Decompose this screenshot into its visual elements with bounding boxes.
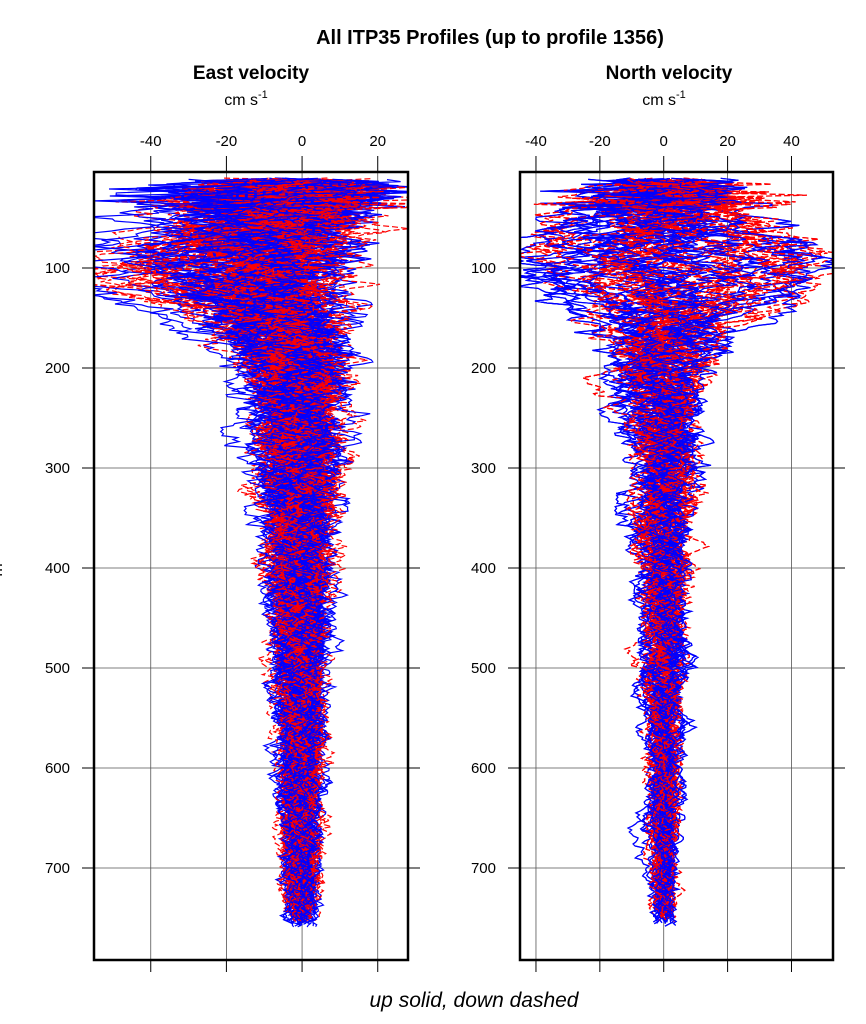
x-tick-label: -40 [525,133,547,150]
x-tick-label: -20 [216,133,238,150]
east-unit-text: cm s [224,92,258,109]
up-profile-line [187,177,329,915]
x-tick-label: 0 [298,133,306,150]
footer-note: up solid, down dashed [370,989,580,1012]
up-profile-line [635,182,819,915]
y-tick-label: 500 [471,660,496,677]
y-tick-label: 700 [45,860,70,877]
y-tick-label: 600 [471,760,496,777]
panel-east: -40 -20 0 20 100 200 300 400 500 600 700 [45,133,420,972]
y-tick-label: 200 [471,360,496,377]
y-tick-label: 700 [471,860,496,877]
x-tick-label: -20 [589,133,611,150]
y-axis-label: m [0,563,6,576]
y-tick-label: 400 [471,560,496,577]
y-tick-label: 400 [45,560,70,577]
x-tick-label: 20 [369,133,386,150]
down-profile-line [581,177,736,921]
x-tick-label: 20 [719,133,736,150]
chart-title: All ITP35 Profiles (up to profile 1356) [316,27,664,49]
y-tick-label: 300 [471,460,496,477]
up-profile-line [520,178,696,918]
down-profile-line [594,181,720,903]
down-profile-line [96,181,326,911]
up-profile-line [155,182,363,915]
y-tick-label: 100 [45,260,70,277]
down-profile-line [604,180,737,916]
north-panel-title: North velocity [606,63,733,84]
x-tick-label: 40 [783,133,800,150]
y-tick-label: 500 [45,660,70,677]
east-unit-exponent: -1 [258,89,268,101]
north-unit-label: cm s-1 [642,89,686,109]
y-tick-label: 600 [45,760,70,777]
north-unit-exponent: -1 [676,89,686,101]
x-tick-label: 0 [660,133,668,150]
plot-frame [92,170,410,962]
up-profile-line [276,182,408,913]
profile-lines [520,177,833,927]
east-unit-label: cm s-1 [224,89,268,109]
y-tick-label: 300 [45,460,70,477]
x-tick-label: -40 [140,133,162,150]
profile-lines [94,177,408,928]
y-tick-label: 200 [45,360,70,377]
up-profile-line [226,178,379,918]
down-profile-line [144,181,408,918]
plot-frame [518,170,835,962]
down-profile-line [227,181,369,903]
east-panel-title: East velocity [193,63,310,84]
up-profile-line [610,178,728,912]
down-profile-line [241,181,408,913]
north-unit-text: cm s [642,92,676,109]
panel-north: -40 -20 0 20 40 100 200 300 400 500 600 700 [471,133,845,972]
y-tick-label: 100 [471,260,496,277]
